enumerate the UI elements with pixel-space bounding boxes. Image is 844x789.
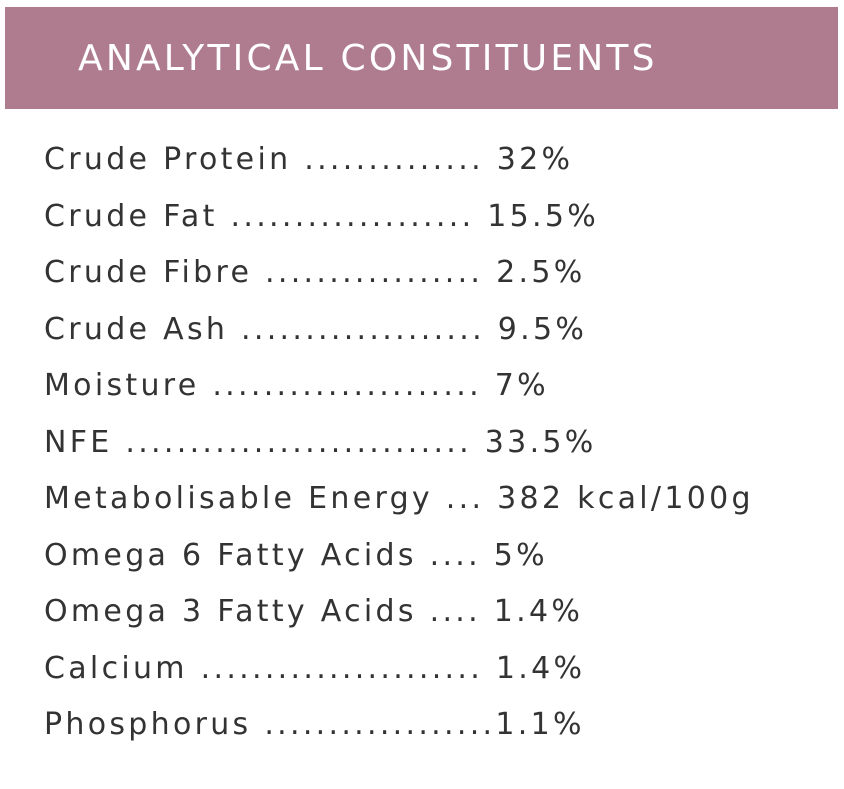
constituent-omega-3: Omega 3 Fatty Acids .... 1.4% [44, 594, 584, 629]
section-header: ANALYTICAL CONSTITUENTS [5, 7, 838, 109]
constituent-crude-fat: Crude Fat ................... 15.5% [44, 198, 600, 234]
constituent-metabolisable-energy: Metabolisable Energy ... 382 kcal/100g [44, 481, 754, 516]
constituent-moisture: Moisture ..................... 7% [44, 368, 549, 403]
constituent-crude-protein: Crude Protein .............. 32% [44, 142, 574, 177]
constituent-crude-ash: Crude Ash ................... 9.5% [44, 311, 588, 347]
section-title: ANALYTICAL CONSTITUENTS [78, 38, 658, 79]
constituent-calcium: Calcium ...................... 1.4% [44, 650, 586, 686]
constituent-omega-6: Omega 6 Fatty Acids .... 5% [44, 537, 548, 573]
constituent-phosphorus: Phosphorus ..................1.1% [44, 707, 585, 742]
constituent-nfe: NFE ........................... 33.5% [44, 424, 597, 460]
constituent-crude-fibre: Crude Fibre ................. 2.5% [44, 255, 586, 290]
constituents-list: Crude Protein .............. 32% Crude F… [44, 140, 754, 762]
